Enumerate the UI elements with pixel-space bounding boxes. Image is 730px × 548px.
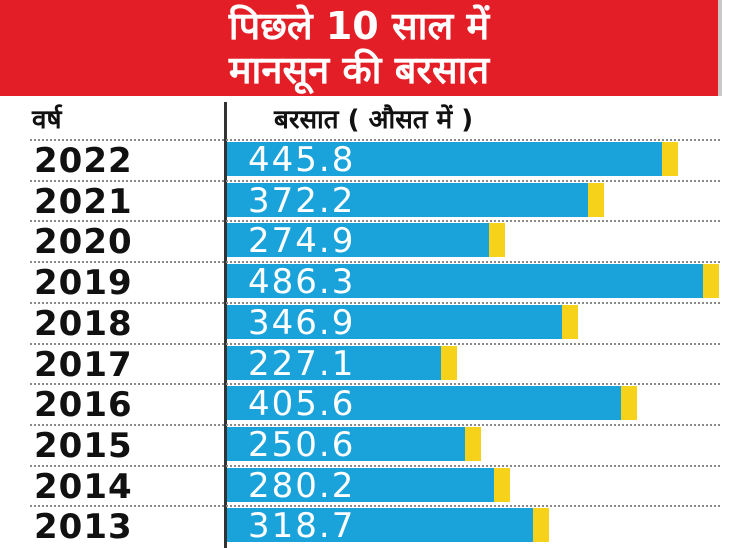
year-column-header: वर्ष	[32, 105, 62, 135]
value-label-2013: 318.7	[248, 506, 356, 546]
bar-cap-2017	[441, 346, 457, 380]
row-separator	[30, 261, 720, 263]
year-label-2014: 2014	[34, 467, 133, 507]
bar-cap-2014	[494, 468, 510, 502]
column-divider	[224, 102, 227, 548]
year-label-2017: 2017	[34, 345, 133, 385]
bar-cap-2021	[588, 183, 604, 217]
bar-cap-2018	[562, 305, 578, 339]
chart-title-line1: पिछले 10 साल में	[228, 4, 490, 48]
year-label-2016: 2016	[34, 385, 133, 425]
rainfall-column-header: बरसात ( औसत में )	[274, 105, 474, 135]
bar-cap-2015	[465, 427, 481, 461]
value-label-2019: 486.3	[248, 262, 356, 302]
value-label-2017: 227.1	[248, 344, 356, 384]
bar-2014	[227, 468, 494, 502]
chart-title-banner: पिछले 10 साल में मानसून की बरसात	[0, 0, 722, 96]
bar-2015	[227, 427, 465, 461]
value-label-2015: 250.6	[248, 425, 356, 465]
bar-cap-2013	[533, 508, 549, 542]
row-separator	[30, 465, 720, 467]
year-label-2018: 2018	[34, 304, 133, 344]
value-label-2018: 346.9	[248, 303, 356, 343]
row-separator	[30, 180, 720, 182]
year-label-2022: 2022	[34, 141, 133, 181]
bar-2013	[227, 508, 533, 542]
year-label-2013: 2013	[34, 507, 133, 547]
value-label-2014: 280.2	[248, 466, 356, 506]
year-label-2020: 2020	[34, 222, 133, 262]
row-separator	[30, 302, 720, 304]
bar-2019	[227, 264, 703, 298]
row-separator	[30, 139, 720, 141]
value-label-2020: 274.9	[248, 221, 356, 261]
bar-2018	[227, 305, 562, 339]
bar-cap-2019	[703, 264, 719, 298]
row-separator	[30, 505, 720, 507]
row-separator	[30, 220, 720, 222]
row-separator	[30, 383, 720, 385]
value-label-2022: 445.8	[248, 140, 356, 180]
chart-title-line2: मानसून की बरसात	[228, 48, 490, 92]
year-label-2019: 2019	[34, 263, 133, 303]
year-label-2015: 2015	[34, 426, 133, 466]
bar-cap-2016	[621, 386, 637, 420]
row-separator	[30, 343, 720, 345]
bar-2016	[227, 386, 621, 420]
bar-2021	[227, 183, 588, 217]
value-label-2021: 372.2	[248, 181, 356, 221]
bar-2022	[227, 142, 662, 176]
bar-cap-2020	[489, 223, 505, 257]
year-label-2021: 2021	[34, 182, 133, 222]
row-separator	[30, 424, 720, 426]
bar-2017	[227, 346, 441, 380]
bar-2020	[227, 223, 489, 257]
value-label-2016: 405.6	[248, 384, 356, 424]
bar-cap-2022	[662, 142, 678, 176]
